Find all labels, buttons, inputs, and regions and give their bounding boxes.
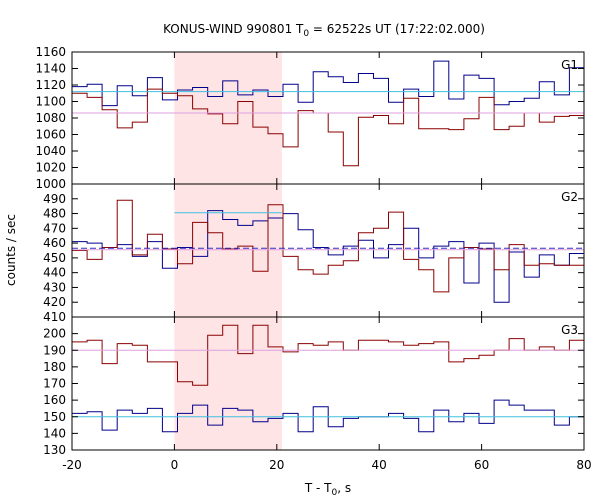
series-line-red-g2-1: [72, 199, 584, 293]
highlight-band: [174, 52, 282, 184]
series-line-blue-g1-0: [72, 60, 584, 107]
y-tick-label: 130: [43, 443, 66, 457]
y-tick-label: 190: [43, 343, 66, 357]
series-line-red-g1-1: [72, 88, 584, 167]
y-tick-label: 1000: [35, 177, 66, 191]
y-tick-label: 440: [43, 266, 66, 280]
series-line-blue-g3-0: [72, 399, 584, 433]
y-tick-label: 410: [43, 310, 66, 324]
y-tick-label: 1100: [35, 95, 66, 109]
y-tick-label: 1040: [35, 144, 66, 158]
chart-title: KONUS-WIND 990801 T0 = 62522s UT (17:22:…: [163, 22, 485, 39]
y-tick-label: 1160: [35, 45, 66, 59]
series-line-red-g3-1: [72, 324, 584, 386]
panel-label: G1: [561, 58, 578, 72]
y-tick-label: 420: [43, 295, 66, 309]
y-tick-label: 450: [43, 251, 66, 265]
y-tick-label: 1080: [35, 111, 66, 125]
x-tick-label: 80: [576, 458, 591, 472]
highlight-band: [174, 317, 282, 450]
highlight-band: [174, 184, 282, 317]
y-tick-label: 1120: [35, 78, 66, 92]
y-tick-label: 1060: [35, 128, 66, 142]
panel-label: G3: [561, 323, 578, 337]
panel-g1: 1000 1020 1040 1060 1080 1100 1120 1140 1160 G1: [35, 45, 585, 191]
series-line-blue-g2-0: [72, 210, 584, 303]
x-tick-label: 40: [372, 458, 387, 472]
x-tick-label: 0: [171, 458, 179, 472]
y-tick-label: 160: [43, 393, 66, 407]
y-tick-label: 1140: [35, 62, 66, 76]
y-axis-title: counts / sec: [4, 214, 18, 286]
panel-g3: 130 140 150 160 170 180 190 200 G3: [43, 316, 585, 457]
y-tick-label: 140: [43, 426, 66, 440]
x-tick-label: 20: [269, 458, 284, 472]
y-tick-label: 430: [43, 280, 66, 294]
y-tick-label: 480: [43, 207, 66, 221]
x-tick-label: 60: [474, 458, 489, 472]
panel-label: G2: [561, 190, 578, 204]
y-tick-label: 200: [43, 327, 66, 341]
y-tick-label: 1020: [35, 161, 66, 175]
panel-frame: [71, 316, 585, 451]
y-tick-label: 490: [43, 192, 66, 206]
x-tick-label: -20: [62, 458, 82, 472]
y-tick-label: 180: [43, 360, 66, 374]
panels-layer: 1000 1020 1040 1060 1080 1100 1120 1140 1160 G1 41…: [35, 45, 591, 472]
y-tick-label: 150: [43, 410, 66, 424]
y-tick-label: 170: [43, 377, 66, 391]
x-axis-title: T - T0, s: [304, 481, 351, 498]
y-tick-label: 460: [43, 236, 66, 250]
y-tick-label: 470: [43, 221, 66, 235]
